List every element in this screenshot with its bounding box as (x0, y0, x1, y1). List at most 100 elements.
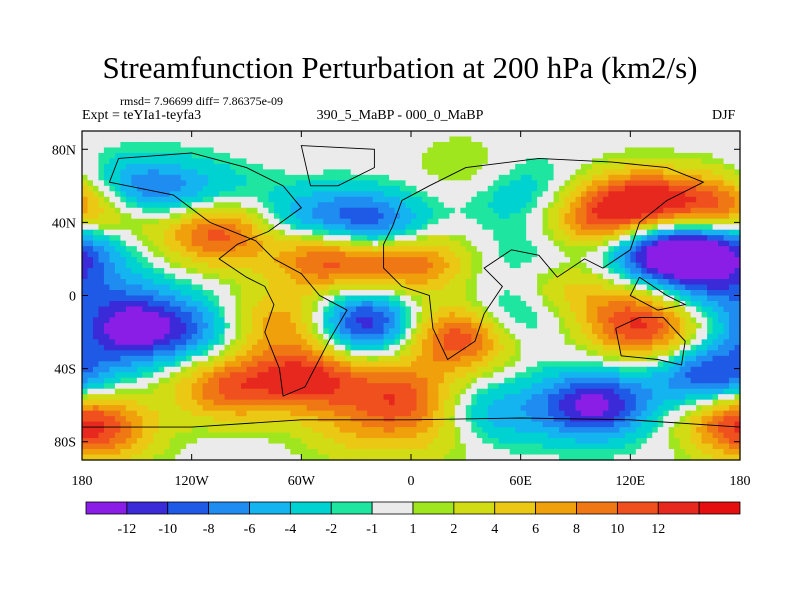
field-cell (191, 213, 198, 220)
field-cell (476, 262, 483, 269)
field-cell (158, 131, 165, 138)
field-cell (230, 158, 237, 165)
field-cell (323, 322, 330, 329)
field-cell (509, 174, 516, 181)
field-cell (690, 339, 697, 346)
field-cell (334, 229, 341, 236)
field-cell (328, 262, 335, 269)
field-cell (405, 306, 412, 313)
field-cell (498, 262, 505, 269)
field-cell (169, 273, 176, 280)
field-cell (471, 229, 478, 236)
field-cell (493, 169, 500, 176)
field-cell (630, 152, 637, 160)
field-cell (515, 141, 522, 149)
field-cell (383, 251, 390, 258)
field-cell (339, 333, 346, 340)
field-cell (268, 202, 275, 209)
field-cell (361, 174, 368, 181)
field-cell (230, 328, 237, 335)
field-cell (378, 333, 385, 340)
field-cell (372, 300, 379, 308)
field-cell (142, 295, 149, 302)
field-cell (701, 290, 708, 297)
field-cell (597, 235, 604, 242)
field-cell (301, 328, 308, 335)
field-cell (580, 246, 588, 253)
field-cell (334, 328, 341, 335)
field-cell (734, 300, 741, 308)
field-cell (323, 158, 330, 165)
field-cell (235, 224, 242, 231)
field-cell (718, 262, 725, 269)
field-cell (290, 295, 297, 302)
field-cell (674, 257, 681, 264)
field-cell (142, 141, 149, 149)
field-cell (372, 268, 379, 275)
field-cell (701, 344, 708, 351)
field-cell (109, 163, 116, 170)
field-cell (608, 268, 615, 275)
field-cell (564, 147, 571, 154)
field-cell (438, 300, 445, 308)
field-cell (241, 355, 248, 362)
field-cell (136, 268, 143, 275)
field-cell (443, 224, 450, 231)
field-cell (98, 295, 105, 302)
field-cell (454, 224, 461, 231)
field-cell (542, 152, 549, 160)
field-cell (180, 311, 187, 319)
field-cell (356, 300, 363, 308)
field-cell (394, 311, 401, 319)
field-cell (356, 284, 363, 291)
field-cell (125, 152, 132, 160)
field-cell (383, 284, 390, 291)
field-cell (394, 202, 401, 209)
field-cell (213, 158, 220, 165)
field-cell (87, 328, 94, 335)
field-cell (432, 169, 440, 176)
field-cell (219, 235, 226, 242)
field-cell (361, 339, 368, 346)
field-cell (295, 311, 302, 319)
field-cell (602, 235, 609, 242)
field-cell (142, 257, 149, 264)
field-cell (114, 350, 121, 357)
field-cell (328, 240, 335, 247)
field-cell (279, 295, 286, 302)
field-cell (92, 257, 100, 264)
field-cell (208, 322, 215, 329)
field-cell (602, 333, 609, 340)
field-cell (712, 185, 719, 192)
field-cell (707, 317, 714, 324)
field-cell (87, 213, 94, 220)
field-cell (290, 257, 297, 264)
field-cell (460, 158, 467, 165)
field-cell (147, 257, 154, 264)
field-cell (723, 169, 730, 176)
field-cell (164, 284, 171, 291)
field-cell (279, 191, 286, 198)
field-cell (701, 317, 708, 324)
field-cell (668, 174, 675, 181)
field-cell (224, 152, 231, 160)
field-cell (663, 284, 670, 291)
field-cell (235, 246, 242, 253)
field-cell (493, 185, 500, 192)
field-cell (328, 350, 335, 357)
field-cell (416, 279, 423, 286)
field-cell (570, 240, 577, 247)
field-cell (597, 279, 604, 286)
field-cell (361, 322, 368, 329)
field-cell (131, 131, 138, 138)
field-cell (729, 229, 736, 236)
field-cell (191, 169, 198, 176)
field-cell (301, 131, 308, 138)
field-cell (537, 350, 544, 357)
field-cell (224, 290, 231, 297)
field-cell (389, 131, 396, 138)
field-cell (427, 196, 434, 203)
field-cell (246, 268, 253, 275)
field-cell (383, 355, 390, 362)
field-cell (361, 147, 368, 154)
